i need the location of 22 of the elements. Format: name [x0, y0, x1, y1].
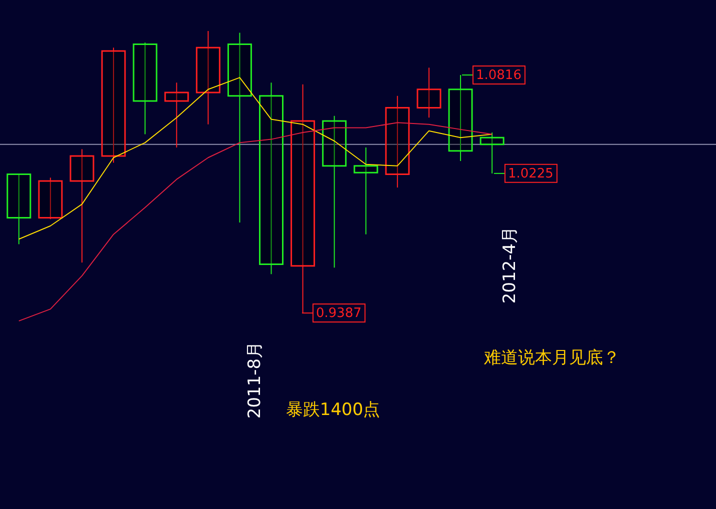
- candlestick: [227, 32, 252, 223]
- candlestick: [164, 82, 189, 148]
- candlestick: [448, 74, 473, 162]
- candlestick: [6, 174, 32, 245]
- text: 1.0225: [508, 166, 554, 182]
- candlestick: [416, 67, 442, 118]
- candlestick: [70, 148, 94, 264]
- candlestick: [322, 115, 347, 268]
- candlestick: [480, 132, 504, 174]
- candlestick: [101, 47, 126, 164]
- candlestick: [38, 177, 63, 220]
- text: 难道说本月见底？: [483, 348, 620, 368]
- annotation: 2012-4月: [500, 226, 520, 304]
- candlestick: [196, 30, 220, 125]
- annotation: 1.0816: [476, 68, 522, 84]
- candlestick: [132, 42, 158, 135]
- text: 暴跌1400点: [286, 400, 380, 420]
- annotation: 0.9387: [316, 306, 362, 322]
- candlestick: [385, 95, 410, 188]
- candlestick: [259, 82, 284, 275]
- text: 2011-8月: [245, 341, 265, 419]
- candlestick: [354, 146, 378, 235]
